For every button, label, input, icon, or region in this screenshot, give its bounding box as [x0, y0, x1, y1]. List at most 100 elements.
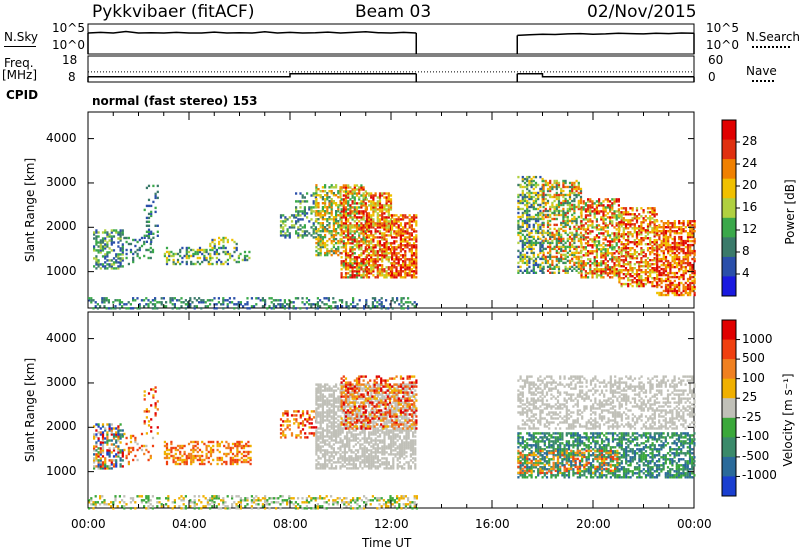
power-cell: [582, 236, 585, 239]
power-cell: [658, 247, 661, 251]
velocity-cell: [293, 418, 296, 421]
velocity-cell: [212, 440, 215, 444]
power-heatmap: [88, 175, 696, 310]
velocity-cell: [317, 427, 320, 430]
power-cell: [544, 201, 547, 205]
velocity-cell: [154, 402, 157, 405]
power-cell: [376, 242, 379, 245]
power-cell: [617, 204, 620, 207]
power-cell: [562, 203, 565, 207]
power-cell: [551, 239, 554, 243]
power-cell: [326, 249, 329, 253]
power-cell: [297, 214, 300, 217]
power-cell: [367, 226, 371, 229]
velocity-cell: [315, 449, 318, 452]
power-cell: [145, 297, 148, 300]
power-cell: [627, 277, 630, 280]
power-cell: [385, 230, 388, 233]
power-cell: [376, 252, 379, 255]
power-cell: [560, 203, 563, 207]
velocity-cell: [95, 443, 98, 446]
power-cell: [105, 307, 108, 310]
velocity-cell: [238, 450, 241, 454]
power-cell: [669, 243, 672, 247]
power-cell: [673, 255, 676, 259]
power-cell: [598, 232, 601, 235]
power-cell: [194, 252, 197, 256]
power-cell: [351, 274, 354, 277]
velocity-cell: [104, 459, 107, 462]
power-cell: [644, 219, 647, 222]
power-cell: [294, 307, 297, 310]
power-cell: [370, 272, 373, 275]
power-cell: [344, 206, 348, 209]
power-cell: [541, 211, 544, 215]
power-cell: [684, 265, 687, 269]
power-cell: [150, 232, 153, 235]
velocity-cell: [95, 433, 98, 436]
power-cell: [393, 254, 396, 257]
power-cell: [686, 293, 690, 297]
power-cell: [374, 224, 377, 227]
power-cell: [353, 276, 356, 279]
power-cell: [342, 222, 345, 225]
power-cell: [347, 305, 350, 308]
power-cell: [521, 211, 524, 215]
power-cell: [580, 276, 583, 279]
power-cell: [360, 202, 363, 205]
power-cell: [415, 230, 418, 233]
power-cell: [342, 260, 345, 263]
power-cell: [577, 199, 580, 203]
power-cell: [372, 266, 375, 269]
power-cell: [342, 212, 345, 215]
power-cell: [358, 248, 361, 251]
power-cell: [341, 299, 344, 302]
power-cell: [680, 267, 683, 271]
power-cell: [689, 245, 692, 249]
power-cell: [627, 279, 630, 282]
velocity-cell: [181, 454, 184, 458]
velocity-cell: [315, 426, 318, 429]
power-cell: [526, 179, 529, 183]
power-cell: [204, 305, 207, 308]
power-cell: [624, 223, 628, 226]
power-cell: [330, 198, 333, 201]
power-cell: [162, 297, 165, 300]
power-cell: [378, 194, 382, 197]
power-cell: [584, 218, 587, 221]
power-cell: [620, 223, 623, 226]
power-cell: [154, 196, 157, 200]
power-cell: [168, 254, 171, 258]
power-cell: [319, 245, 322, 249]
power-cell: [635, 245, 639, 248]
power-cell: [397, 264, 400, 267]
power-cell: [415, 244, 418, 247]
power-cell: [629, 249, 632, 252]
power-cell: [387, 226, 390, 229]
power-cell: [364, 204, 367, 207]
power-cell: [534, 197, 538, 201]
noise-series-0: [87, 30, 417, 34]
power-cell: [317, 202, 320, 205]
power-cell: [609, 252, 612, 255]
power-cell: [203, 258, 206, 262]
power-cell: [410, 254, 413, 257]
power-cell: [393, 236, 396, 239]
power-cell: [658, 243, 661, 247]
power-cell: [573, 245, 576, 249]
power-cell: [546, 265, 550, 269]
power-cell: [580, 222, 583, 225]
power-cell: [360, 244, 363, 247]
power-cell: [555, 223, 558, 227]
power-cell: [595, 206, 598, 209]
power-cell: [324, 198, 327, 201]
power-cell: [415, 224, 418, 227]
power-cell: [110, 259, 113, 262]
velocity-cell: [321, 401, 324, 404]
power-cell: [653, 219, 656, 222]
power-cell: [156, 301, 159, 304]
power-cell: [664, 257, 668, 261]
power-cell: [399, 276, 402, 279]
power-cell: [689, 247, 692, 251]
power-cell: [297, 228, 300, 231]
